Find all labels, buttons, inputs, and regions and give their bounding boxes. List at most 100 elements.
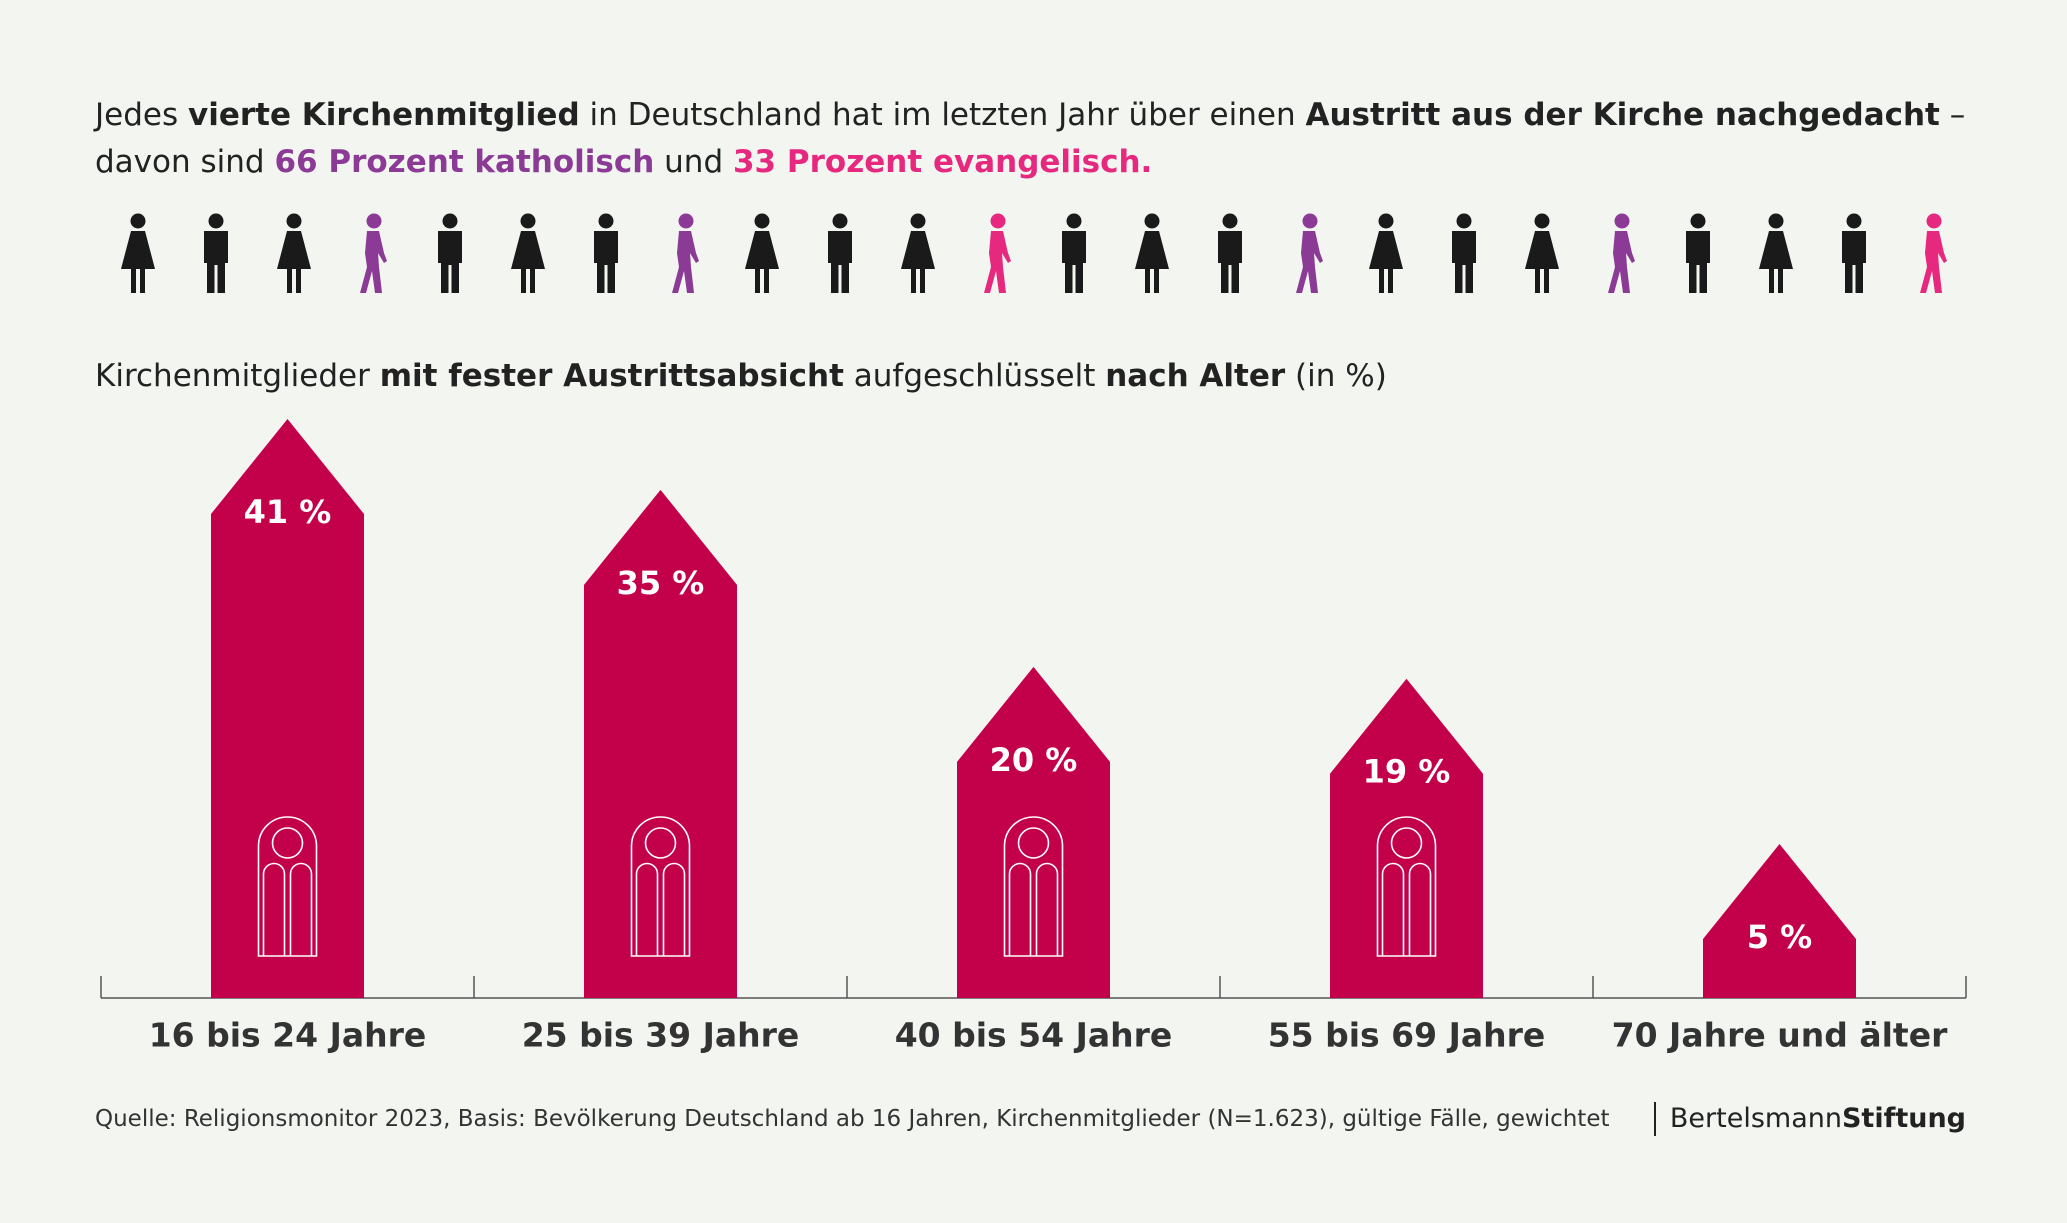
person-icon bbox=[1452, 213, 1476, 293]
icon-head bbox=[208, 213, 224, 229]
person-icon bbox=[1296, 213, 1323, 293]
icon-head bbox=[442, 213, 458, 229]
person-icon bbox=[984, 213, 1011, 293]
icon-body bbox=[594, 231, 618, 293]
window-rose bbox=[271, 827, 304, 859]
window-pane bbox=[1035, 862, 1059, 956]
person-icon bbox=[1920, 213, 1947, 293]
person-icon bbox=[745, 213, 779, 293]
window-outline bbox=[1003, 816, 1064, 957]
person-icon bbox=[204, 213, 228, 293]
icon-body bbox=[1135, 231, 1169, 293]
window-icon bbox=[1376, 816, 1437, 957]
window-rose bbox=[644, 827, 677, 859]
headline-text: und bbox=[654, 144, 733, 180]
value-label: 35 % bbox=[617, 564, 705, 602]
icon-head bbox=[1066, 213, 1082, 229]
icon-head bbox=[678, 213, 694, 229]
window-pane bbox=[1008, 862, 1032, 956]
house-bar bbox=[957, 666, 1110, 998]
window-pane bbox=[262, 862, 286, 956]
icon-head bbox=[1456, 213, 1472, 229]
headline-text: 33 Prozent evangelisch. bbox=[732, 144, 1153, 180]
icon-body bbox=[1369, 231, 1403, 293]
person-icon bbox=[438, 213, 462, 293]
x-tick-label: 16 bis 24 Jahre bbox=[149, 1016, 427, 1055]
x-tick-label: 40 bis 54 Jahre bbox=[895, 1016, 1173, 1055]
icon-body bbox=[360, 231, 387, 293]
icon-body bbox=[438, 231, 462, 293]
icon-head bbox=[1768, 213, 1784, 229]
icon-body bbox=[277, 231, 311, 293]
source-note: Quelle: Religionsmonitor 2023, Basis: Be… bbox=[95, 1106, 1610, 1132]
icon-body bbox=[1296, 231, 1323, 293]
window-outline bbox=[630, 816, 691, 957]
window-icon bbox=[1003, 816, 1064, 957]
window-pane bbox=[662, 862, 686, 956]
icon-head bbox=[520, 213, 536, 229]
icon-head bbox=[1222, 213, 1238, 229]
icon-body bbox=[901, 231, 935, 293]
chart-title: Kirchenmitglieder mit fester Austrittsab… bbox=[95, 354, 1387, 398]
icon-head bbox=[1534, 213, 1550, 229]
person-icon bbox=[1686, 213, 1710, 293]
person-icon bbox=[672, 213, 699, 293]
icon-head bbox=[598, 213, 614, 229]
icon-body bbox=[1608, 231, 1635, 293]
icon-body bbox=[1920, 231, 1947, 293]
house-bar bbox=[211, 419, 364, 998]
headline-text: davon sind bbox=[95, 144, 275, 180]
icon-body bbox=[121, 231, 155, 293]
person-icon bbox=[277, 213, 311, 293]
icon-head bbox=[1926, 213, 1942, 229]
icon-head bbox=[1846, 213, 1862, 229]
window-rose bbox=[1017, 827, 1050, 859]
house-bar bbox=[584, 489, 737, 998]
window-outline bbox=[257, 816, 318, 957]
icon-body bbox=[1062, 231, 1086, 293]
icon-head bbox=[1690, 213, 1706, 229]
icon-head bbox=[832, 213, 848, 229]
person-icon bbox=[1062, 213, 1086, 293]
x-tick-label: 25 bis 39 Jahre bbox=[522, 1016, 800, 1055]
person-icon bbox=[1135, 213, 1169, 293]
house-bar bbox=[1703, 843, 1856, 998]
icon-head bbox=[1302, 213, 1318, 229]
person-icon bbox=[594, 213, 618, 293]
person-icon bbox=[1369, 213, 1403, 293]
icon-head bbox=[366, 213, 382, 229]
person-icon bbox=[1218, 213, 1242, 293]
headline-text: 66 Prozent katholisch bbox=[274, 144, 655, 180]
person-icon bbox=[1759, 213, 1793, 293]
person-icon bbox=[1608, 213, 1635, 293]
headline-text: in Deutschland hat im letzten Jahr über … bbox=[579, 97, 1306, 133]
headline: Jedes vierte Kirchenmitglied in Deutschl… bbox=[95, 92, 1965, 186]
person-icon bbox=[901, 213, 935, 293]
window-outline bbox=[1376, 816, 1437, 957]
value-label: 5 % bbox=[1747, 918, 1812, 956]
icon-body bbox=[1842, 231, 1866, 293]
icon-body bbox=[1686, 231, 1710, 293]
logo-text: Bertelsmann bbox=[1669, 1103, 1842, 1134]
icon-body bbox=[828, 231, 852, 293]
window-pane bbox=[1408, 862, 1432, 956]
headline-text: Jedes bbox=[95, 97, 188, 133]
icon-body bbox=[1452, 231, 1476, 293]
headline-text: vierte Kirchenmitglied bbox=[187, 97, 580, 133]
person-icon bbox=[828, 213, 852, 293]
icon-body bbox=[672, 231, 699, 293]
icon-head bbox=[1614, 213, 1630, 229]
window-icon bbox=[630, 816, 691, 957]
window-pane bbox=[1381, 862, 1405, 956]
icon-body bbox=[511, 231, 545, 293]
title-text: nach Alter bbox=[1105, 358, 1286, 394]
icon-body bbox=[1525, 231, 1559, 293]
value-label: 19 % bbox=[1363, 753, 1451, 791]
icon-head bbox=[1378, 213, 1394, 229]
x-tick-label: 55 bis 69 Jahre bbox=[1268, 1016, 1546, 1055]
person-icon bbox=[360, 213, 387, 293]
person-icon bbox=[511, 213, 545, 293]
